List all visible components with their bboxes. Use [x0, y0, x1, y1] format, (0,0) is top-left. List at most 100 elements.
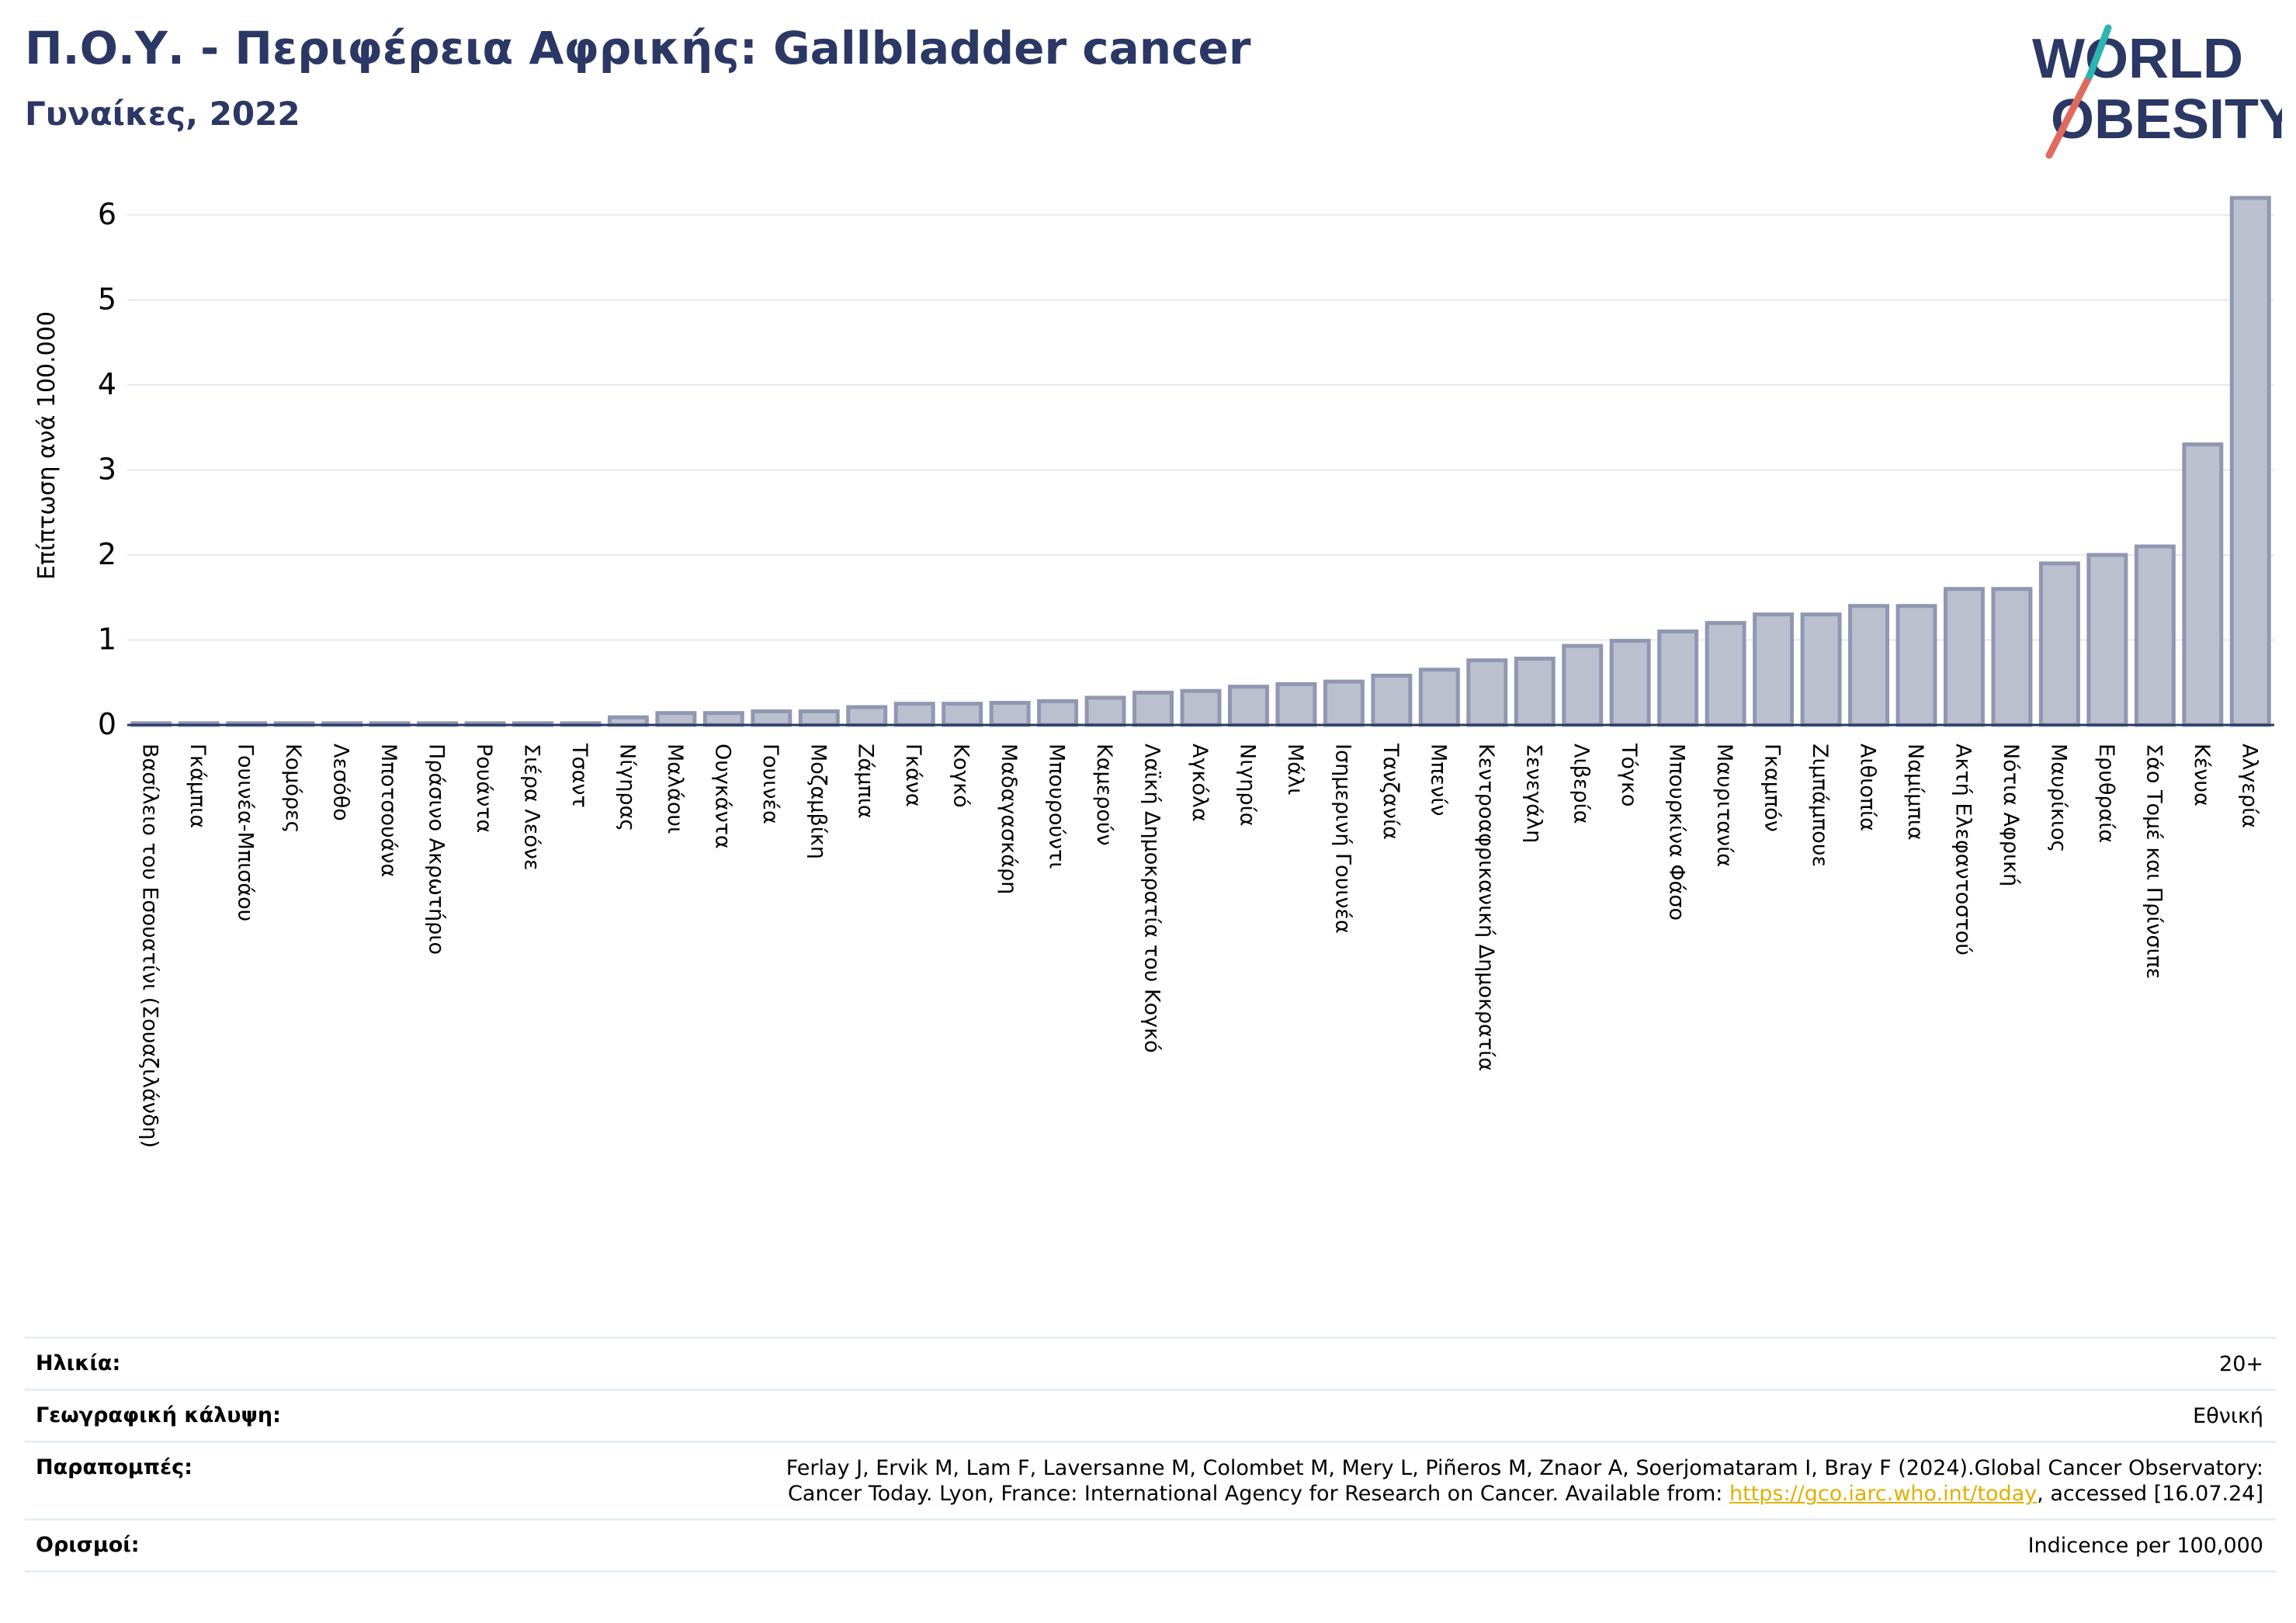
- x-tick-label: Σάο Τομέ και Πρίνσιπε: [2142, 744, 2166, 980]
- x-tick-label: Λιβερία: [1569, 744, 1594, 824]
- bar: [1037, 699, 1079, 727]
- x-tick-label: Γκάνα: [901, 744, 925, 807]
- bar: [798, 709, 840, 727]
- x-tick-label: Γουινέα-Μπισάου: [234, 744, 258, 921]
- x-tick-label: Τανζανία: [1379, 743, 1403, 840]
- x-tick-label: Μπουρούντι: [1045, 744, 1069, 869]
- bar: [1609, 639, 1651, 727]
- logo-red-slash: [2045, 72, 2093, 159]
- info-row-definitions: Ορισμοί: Indicence per 100,000: [25, 1518, 2276, 1573]
- bar: [1895, 604, 1937, 727]
- x-tick-label: Ερυθραία: [2094, 744, 2118, 843]
- x-tick-label: Νότια Αφρική: [1999, 744, 2023, 886]
- x-tick-label: Γκάμπια: [186, 744, 210, 828]
- bar: [1084, 695, 1126, 727]
- info-label-age: Ηλικία:: [36, 1351, 121, 1375]
- bar: [1180, 688, 1222, 727]
- x-tick-label: Λαϊκή Δημοκρατία του Κογκό: [1140, 744, 1164, 1053]
- logo-teal-slash: [2086, 24, 2112, 80]
- info-value-age: 20+: [2219, 1352, 2263, 1376]
- x-tick-label: Νιγηρία: [1235, 744, 1259, 827]
- x-tick-label: Τόγκο: [1617, 743, 1641, 806]
- logo-line1: WORLD: [2032, 28, 2243, 90]
- x-tick-label: Ισημερινή Γουινέα: [1330, 744, 1354, 934]
- bar: [1227, 685, 1269, 727]
- bar: [1800, 612, 1842, 727]
- info-value-references: Ferlay J, Ervik M, Lam F, Laversanne M, …: [786, 1455, 2263, 1508]
- bars: [130, 196, 2271, 727]
- y-tick-label: 3: [98, 452, 116, 486]
- x-tick-label: Καμερούν: [1092, 744, 1116, 846]
- info-label-coverage: Γεωγραφική κάλυψη:: [36, 1403, 281, 1427]
- x-tick-label: Μαλάουι: [663, 744, 687, 834]
- y-axis-label: Επίπτωση ανά 100.000: [33, 311, 61, 580]
- x-tick-label: Μπενίν: [1426, 744, 1450, 816]
- bar: [751, 709, 793, 727]
- bar: [893, 702, 935, 727]
- bar: [1705, 621, 1746, 727]
- page-title: Π.Ο.Υ. - Περιφέρεια Αφρικής: Gallbladder…: [25, 22, 1251, 75]
- x-tick-label: Κομόρες: [281, 744, 305, 834]
- bar: [1514, 657, 1556, 727]
- x-tick-label: Ακτή Ελεφαντοστού: [1951, 744, 1975, 955]
- x-tick-label: Μαδαγασκάρη: [997, 744, 1021, 894]
- info-value-coverage: Εθνική: [2193, 1403, 2263, 1428]
- bar: [846, 705, 888, 727]
- bar: [942, 702, 983, 727]
- bar: [1132, 690, 1174, 727]
- x-tick-label: Γουινέα: [758, 744, 782, 824]
- y-tick-label: 2: [98, 537, 116, 571]
- x-tick-label: Βασίλειο του Εσουατίνι (Σουαζιλάνδη): [138, 744, 162, 1148]
- bar: [1562, 643, 1604, 727]
- x-tick-label: Μαυριτανία: [1712, 744, 1736, 867]
- y-tick-label: 1: [98, 622, 116, 656]
- y-tick-label: 5: [98, 282, 116, 316]
- bar: [2134, 544, 2176, 727]
- bar: [702, 711, 744, 727]
- reference-link[interactable]: https://gco.iarc.who.int/today: [1729, 1482, 2038, 1507]
- x-tick-label: Ναμίμπια: [1903, 744, 1927, 841]
- x-tick-label: Μαυρίκιος: [2046, 744, 2070, 852]
- x-tick-label: Λεσόθο: [329, 744, 353, 821]
- x-tick-label: Σενεγάλη: [1521, 744, 1545, 843]
- x-tick-label: Γκαμπόν: [1760, 744, 1784, 832]
- bar: [1753, 612, 1795, 727]
- reference-line2-post: , accessed [16.07.24]: [2037, 1482, 2263, 1507]
- x-tick-label: Ζιμπάμπουε: [1808, 744, 1832, 867]
- world-obesity-logo: WORLD OBESITY: [2032, 24, 2282, 159]
- x-tick-label: Μπουρκίνα Φάσο: [1665, 744, 1689, 921]
- x-tick-label: Κένυα: [2190, 744, 2214, 806]
- info-table: Ηλικία: 20+ Γεωγραφική κάλυψη: Εθνική Πα…: [25, 1337, 2276, 1573]
- page-subtitle: Γυναίκες, 2022: [25, 95, 300, 133]
- bar: [1991, 587, 2033, 727]
- info-label-definitions: Ορισμοί:: [36, 1533, 140, 1557]
- info-label-references: Παραπομπές:: [36, 1455, 192, 1479]
- bar: [1323, 679, 1365, 727]
- x-tick-label: Σιέρα Λεόνε: [519, 744, 543, 871]
- bar: [989, 701, 1031, 727]
- y-tick-label: 0: [98, 707, 116, 741]
- x-tick-label: Μποτσουάνα: [376, 744, 401, 877]
- x-tick-label: Τσαντ: [567, 743, 591, 808]
- bar-chart: 0 1 2 3 4 5 6 Βασίλειο του Εσουατίνι (Σουαζιλά…: [33, 196, 2274, 1148]
- x-tick-label: Μοζαμβίκη: [806, 744, 830, 859]
- x-tick-label: Κεντροαφρικανική Δημοκρατία: [1474, 744, 1498, 1071]
- x-axis-labels: Βασίλειο του Εσουατίνι (Σουαζιλάνδη) Γκάμ…: [138, 743, 2262, 1148]
- bar: [2086, 553, 2128, 727]
- logo-line2: OBESITY: [2051, 88, 2282, 151]
- bar: [1848, 604, 1890, 727]
- y-axis-ticks: 0 1 2 3 4 5 6: [98, 197, 116, 741]
- x-tick-label: Αγκόλα: [1188, 744, 1212, 822]
- x-tick-label: Ρουάντα: [472, 744, 496, 833]
- bar: [2038, 561, 2080, 727]
- bar: [1418, 668, 1460, 727]
- x-tick-label: Αιθιοπία: [1856, 744, 1880, 831]
- info-value-definitions: Indicence per 100,000: [2027, 1534, 2263, 1558]
- bar: [2229, 196, 2271, 727]
- x-tick-label: Αλγερία: [2237, 744, 2261, 828]
- bar: [1371, 673, 1413, 727]
- x-tick-label: Πράσινο Ακρωτήριο: [425, 744, 449, 955]
- y-tick-label: 4: [98, 367, 116, 401]
- bar: [1943, 587, 1985, 727]
- info-row-age: Ηλικία: 20+: [25, 1337, 2276, 1389]
